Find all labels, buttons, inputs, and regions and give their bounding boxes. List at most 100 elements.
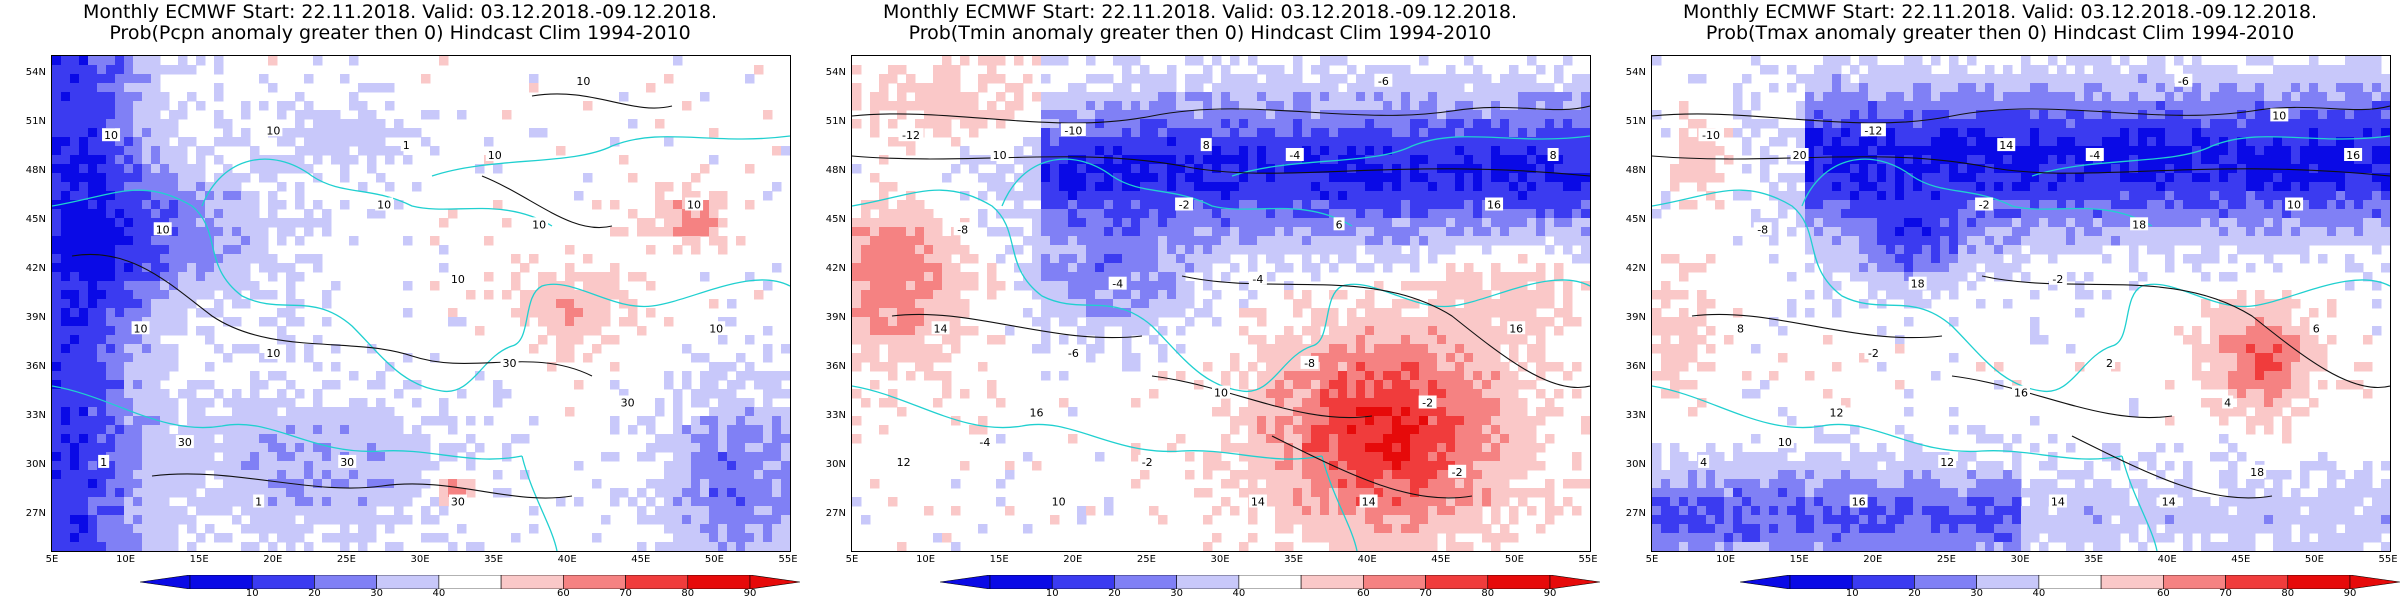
colorbar <box>139 574 801 590</box>
svg-text:10: 10 <box>532 218 546 231</box>
probability-map: 10 10 10 10 10 10 10 10 30 30 30 30 30 10 10 10 1 1 1 10 <box>52 56 790 551</box>
contour-label: 1 <box>400 138 412 152</box>
contour-label: 14 <box>1248 494 1267 509</box>
latitude-tick: 27N <box>25 508 46 519</box>
latitude-tick: 54N <box>825 67 846 78</box>
longitude-tick: 40E <box>557 554 577 565</box>
contour-label: 10 <box>685 197 704 212</box>
colorbar-tick: 60 <box>2156 588 2170 599</box>
latitude-tick: 36N <box>825 361 846 372</box>
svg-text:30: 30 <box>340 456 354 469</box>
latitude-tick: 39N <box>25 312 46 323</box>
latitude-tick: 42N <box>825 263 846 274</box>
contour-label: 10 <box>375 197 394 212</box>
contour-label: 30 <box>618 395 637 410</box>
contour-label: -6 <box>1374 73 1393 88</box>
latitude-tick: 36N <box>25 361 46 372</box>
latitude-tick: 30N <box>1625 459 1646 470</box>
longitude-tick: 35E <box>484 554 504 565</box>
svg-text:10: 10 <box>266 347 280 360</box>
contour-label: 18 <box>2130 217 2149 231</box>
longitude-tick: 25E <box>1136 554 1156 565</box>
contour-label: 14 <box>1997 138 2016 152</box>
contour-label: 30 <box>338 454 357 469</box>
longitude-tick: 40E <box>2157 554 2177 565</box>
latitude-tick: 54N <box>25 67 46 78</box>
probability-map: -10 -12 -8 -6 -4 -2 -2 -2 2 4 10 12 14 10 8 6 4 16 14 18 18 1… <box>1652 56 2390 551</box>
colorbar-tick: 60 <box>1356 588 1370 599</box>
latitude-tick: 27N <box>825 508 846 519</box>
longitude-tick: 45E <box>631 554 651 565</box>
colorbar-tick: 30 <box>370 588 384 599</box>
contour-label: 10 <box>102 128 121 142</box>
contour-label: 18 <box>1908 276 1927 291</box>
longitude-tick: 55E <box>2378 554 2398 565</box>
longitude-tick: 55E <box>778 554 798 565</box>
colorbar-tick: 20 <box>308 588 321 599</box>
latitude-tick: 45N <box>825 214 846 225</box>
longitude-tick: 35E <box>2084 554 2104 565</box>
svg-text:30: 30 <box>621 397 635 410</box>
panel-title-line2: Prob(Tmax anomaly greater then 0) Hindca… <box>1705 22 2295 44</box>
svg-text:30: 30 <box>178 436 192 449</box>
longitude-tick: 20E <box>1863 554 1883 565</box>
colorbar-tick: 40 <box>1232 588 1246 599</box>
latitude-tick: 39N <box>825 312 846 323</box>
contour-label: 1 <box>253 494 265 509</box>
colorbar-tick: 20 <box>1108 588 1121 599</box>
longitude-tick: 40E <box>1357 554 1377 565</box>
colorbar-tick: 70 <box>619 588 632 599</box>
latitude-tick: 51N <box>825 116 846 127</box>
latitude-tick: 33N <box>25 410 46 421</box>
colorbar <box>1739 574 2400 590</box>
contour-label: 10 <box>264 123 283 137</box>
contour-label: 12 <box>1938 454 1957 469</box>
latitude-tick: 48N <box>825 165 846 176</box>
contour-label: -2 <box>1138 454 1157 469</box>
contour-label: -8 <box>1753 222 1772 236</box>
panel-title-line1: Monthly ECMWF Start: 22.11.2018. Valid: … <box>1683 1 2317 23</box>
contour-label: -2 <box>1175 197 1194 212</box>
panel-title-line1: Monthly ECMWF Start: 22.11.2018. Valid: … <box>883 1 1517 23</box>
latitude-tick: 42N <box>25 263 46 274</box>
longitude-tick: 30E <box>2010 554 2030 565</box>
contour-label: -10 <box>1060 123 1086 137</box>
contour-label: 4 <box>2222 395 2234 410</box>
panel-title-line1: Monthly ECMWF Start: 22.11.2018. Valid: … <box>83 1 717 23</box>
contour-label: 10 <box>131 321 150 335</box>
longitude-tick: 5E <box>45 554 59 565</box>
colorbar-tick: 40 <box>432 588 446 599</box>
colorbar-tick: 90 <box>2343 588 2357 599</box>
longitude-tick: 50E <box>704 554 724 565</box>
svg-text:30: 30 <box>503 357 517 370</box>
contour-label: 6 <box>2310 321 2322 335</box>
contour-label: 16 <box>2344 148 2363 162</box>
longitude-tick: 50E <box>1504 554 1524 565</box>
colorbar-tick: 10 <box>245 588 259 599</box>
contour-label: -2 <box>1418 395 1437 410</box>
colorbar-tick: 90 <box>743 588 757 599</box>
contour-label: -4 <box>1248 271 1267 286</box>
contour-label: -8 <box>1300 355 1319 370</box>
contour-label: -2 <box>1975 197 1994 212</box>
contour-label: 1 <box>98 454 110 469</box>
colorbar-tick: 60 <box>556 588 570 599</box>
svg-text:10: 10 <box>451 273 465 286</box>
longitude-tick: 10E <box>1716 554 1736 565</box>
contour-label: -6 <box>1064 346 1083 360</box>
longitude-tick: 15E <box>189 554 209 565</box>
svg-text:1: 1 <box>100 456 107 469</box>
contour-label: -8 <box>953 222 972 236</box>
contour-label: 6 <box>1333 217 1345 231</box>
contour-label: 10 <box>1049 494 1068 509</box>
colorbar-tick: 30 <box>1170 588 1184 599</box>
longitude-tick: 5E <box>1645 554 1659 565</box>
panel-precipitation: Monthly ECMWF Start: 22.11.2018. Valid: … <box>0 0 801 600</box>
longitude-tick: 20E <box>263 554 283 565</box>
contour-label: 16 <box>2012 385 2030 400</box>
latitude-tick: 39N <box>1625 312 1646 323</box>
longitude-tick: 15E <box>1789 554 1809 565</box>
coastline <box>1652 135 2390 551</box>
latitude-tick: 33N <box>1625 410 1646 421</box>
contour-lines <box>1652 105 2390 499</box>
